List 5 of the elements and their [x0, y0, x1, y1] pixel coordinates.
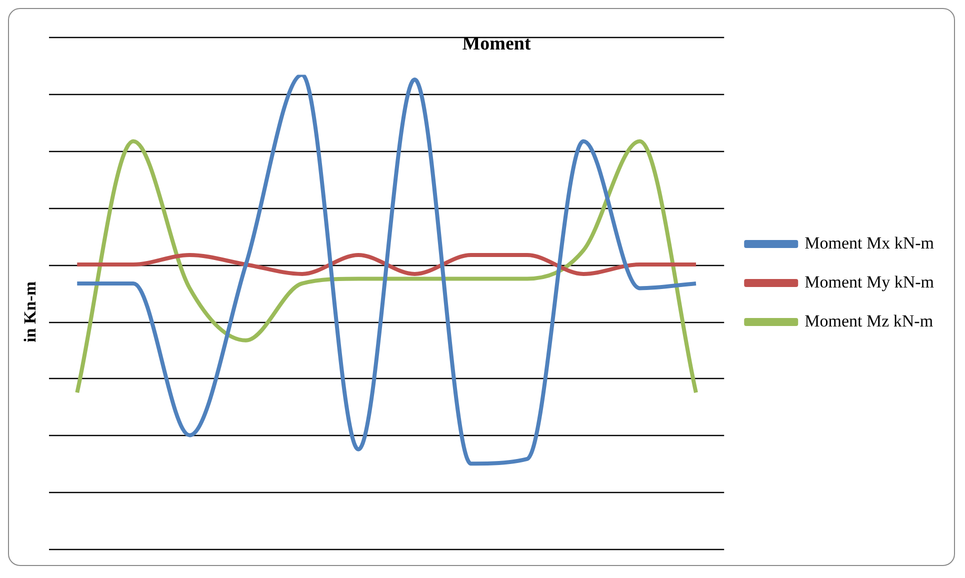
chart-title: Moment — [462, 33, 532, 54]
legend-label: Moment My kN-m — [804, 272, 934, 292]
legend-label: Moment Mz kN-m — [804, 311, 934, 330]
y-axis-title: in Kn-m — [20, 281, 40, 342]
legend-label: Moment Mx kN-m — [804, 233, 934, 252]
